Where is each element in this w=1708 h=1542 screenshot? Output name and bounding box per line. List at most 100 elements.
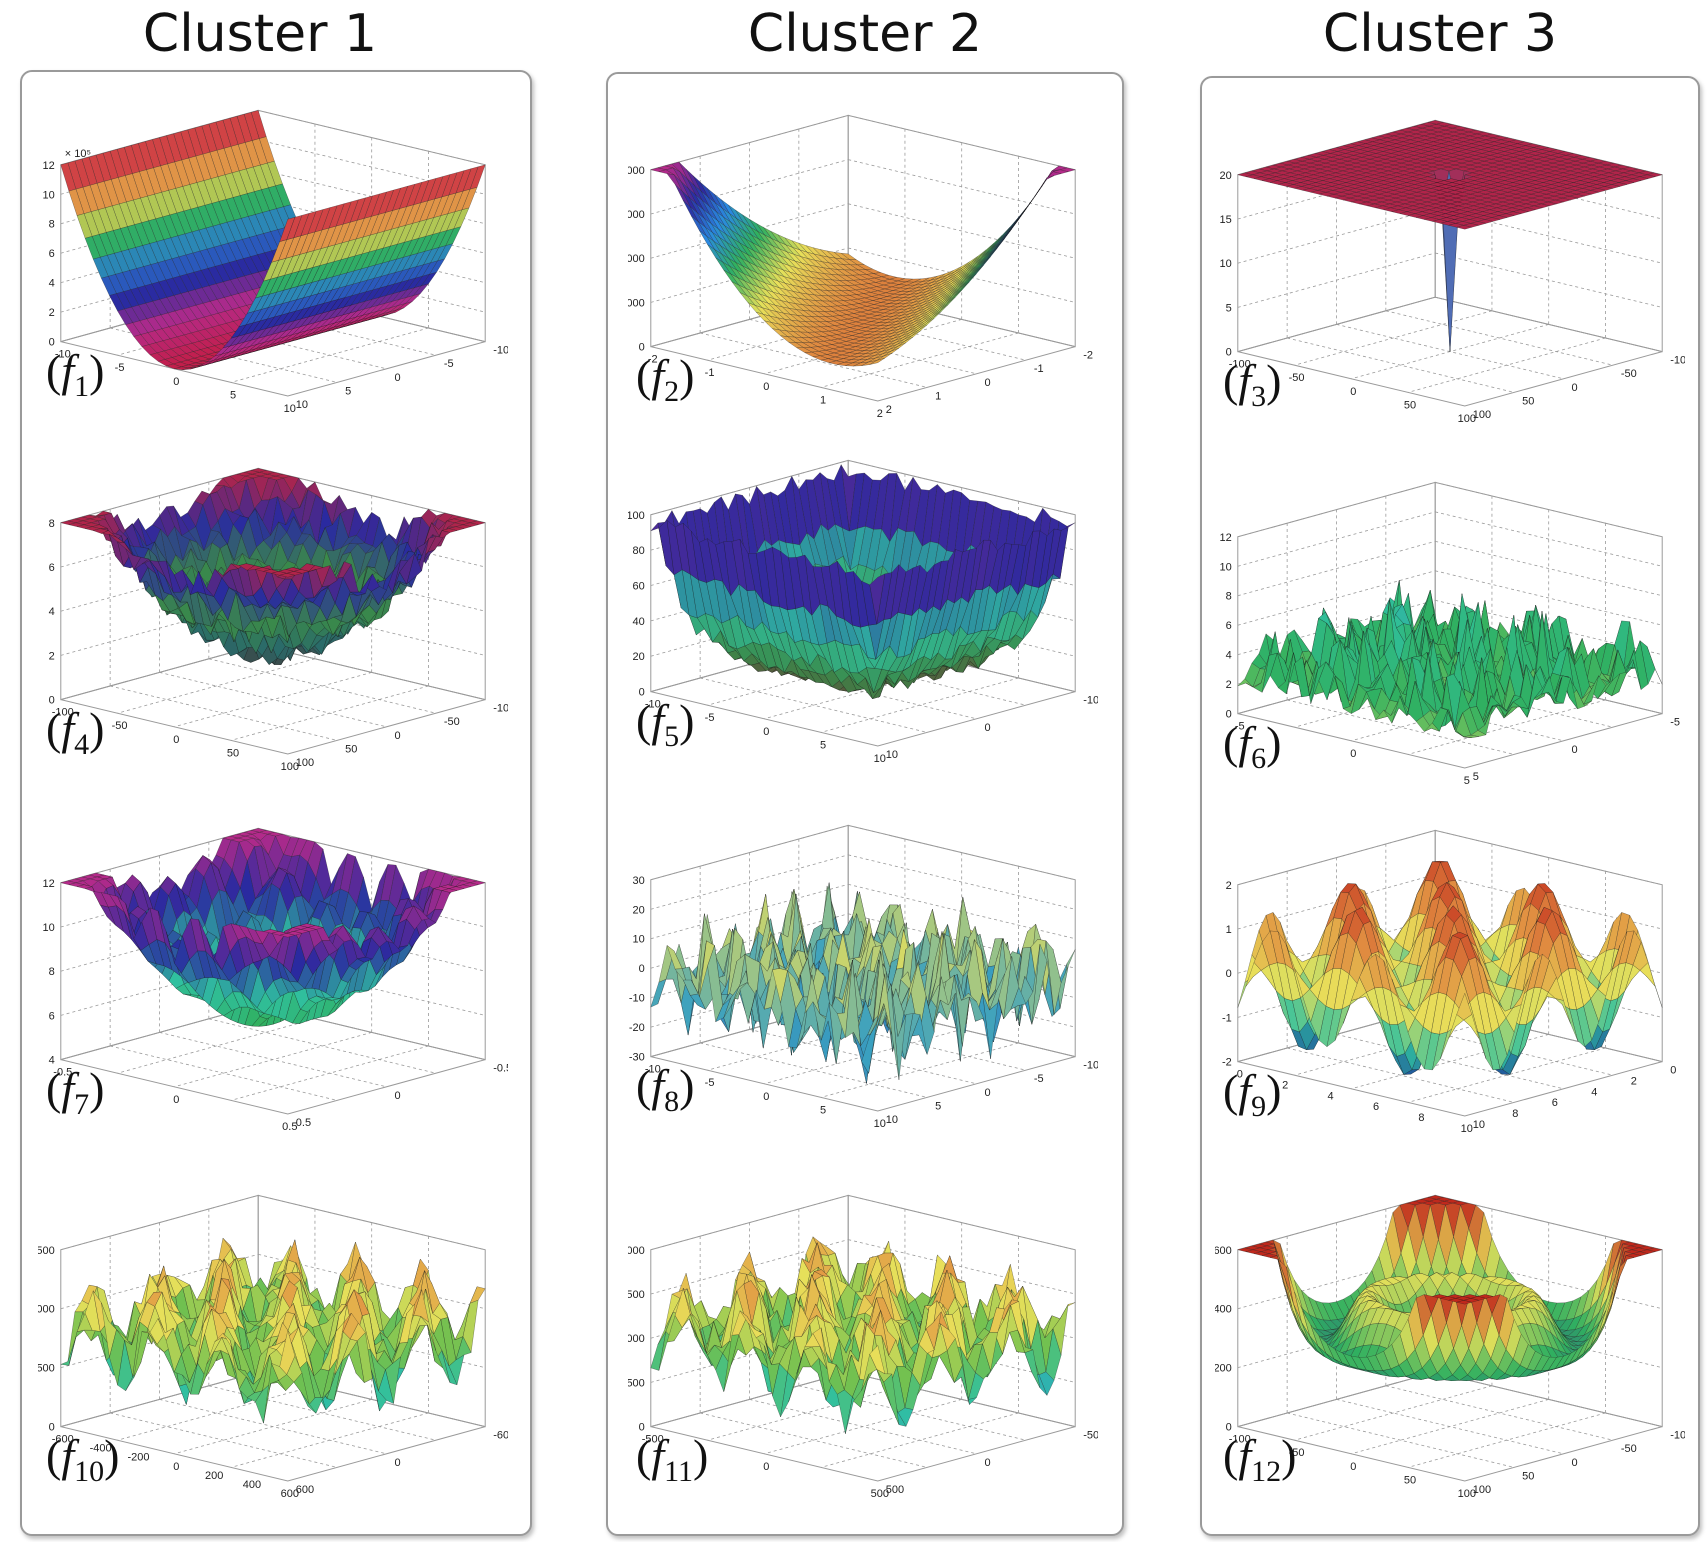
x-tick-label: 50 [1404, 1474, 1416, 1486]
y-tick-label: 1 [935, 390, 941, 402]
x-tick-label: 0.5 [282, 1121, 297, 1133]
y-tick-label: 10 [886, 1114, 898, 1126]
z-tick-label: 2 [49, 650, 55, 662]
surface-mesh-f10 [60, 1237, 486, 1424]
y-tick-label: -10 [493, 345, 508, 357]
z-tick-label: 600 [1215, 1245, 1232, 1257]
plot-f1: 0 2 4 6 8 10 12 -10 -5 0 5 10 -10 -5 0 5 10 × 10⁵ [38, 90, 509, 430]
x-tick-label: 5 [230, 389, 236, 401]
z-tick-label: 0 [1226, 347, 1232, 359]
z-tick-label: 2 [1226, 880, 1232, 892]
z-tick-label: 40 [633, 616, 645, 628]
function-label-f4: (f4) [46, 703, 105, 762]
x-tick-label: -10 [645, 699, 661, 711]
plot-f5: 0 20 40 60 80 100 -10 -5 0 5 10 -10 0 10 [626, 440, 1099, 780]
z-tick-label: 0 [49, 695, 55, 707]
y-tick-label: 50 [1522, 395, 1534, 407]
z-tick-label: 0 [639, 1422, 645, 1434]
z-tick-label: 1000 [628, 297, 645, 309]
x-tick-label: 600 [281, 1488, 299, 1500]
x-tick-label: 10 [874, 753, 886, 765]
y-tick-label: 500 [886, 1484, 904, 1496]
x-tick-label: 0 [1350, 748, 1356, 760]
surface-mesh-f1 [60, 110, 486, 371]
z-tick-label: 8 [49, 219, 55, 231]
surface-f3: 0 5 10 15 20 -100 -50 0 50 100 -100 -50 0 50 100 [1220, 119, 1692, 425]
surface-f4: 0 2 4 6 8 -100 -50 0 50 100 -100 -50 0 50 100 [49, 467, 515, 773]
x-tick-label: 8 [1418, 1112, 1424, 1124]
x-tick-label: 6 [1373, 1101, 1379, 1113]
y-tick-label: 50 [345, 743, 357, 755]
y-tick-label: 0 [985, 377, 991, 389]
surface-mesh-f7 [60, 828, 486, 1027]
z-tick-label: 0 [639, 342, 645, 354]
z-tick-label: 6 [49, 248, 55, 260]
y-tick-label: -600 [493, 1430, 508, 1442]
z-tick-label: 1500 [628, 1289, 645, 1301]
y-tick-label: 0 [1572, 382, 1578, 394]
z-tick-label: -10 [629, 993, 645, 1005]
y-tick-label: -5 [444, 358, 454, 370]
x-tick-label: 0 [763, 1091, 769, 1103]
x-tick-label: -200 [127, 1452, 149, 1464]
y-tick-label: -50 [444, 716, 460, 728]
function-label-f9: (f9) [1223, 1065, 1282, 1124]
y-tick-label: 10 [886, 749, 898, 761]
z-tick-label: 4 [49, 606, 55, 618]
surface-mesh-f2 [650, 161, 1076, 367]
z-tick-label: 8 [1226, 591, 1232, 603]
x-tick-label: -5 [705, 1077, 715, 1089]
y-tick-label: -10 [1083, 695, 1098, 707]
x-tick-label: -5 [1235, 721, 1245, 733]
plot-f12: 0 200 400 600 -100 -50 0 50 100 -100 -50 0 50 100 [1213, 1175, 1692, 1515]
y-tick-label: 0 [1572, 1457, 1578, 1469]
x-tick-label: 5 [820, 1104, 826, 1116]
x-tick-label: 2 [877, 408, 883, 420]
x-tick-label: 100 [1458, 413, 1476, 425]
surface-f10: 050010001500-600-400-2000200400600-60006… [30, 1194, 515, 1500]
y-tick-label: 600 [296, 1484, 314, 1496]
z-tick-label: 10 [43, 922, 55, 934]
z-tick-label: 12 [43, 160, 55, 172]
x-tick-label: -100 [1229, 1434, 1251, 1446]
y-tick-label: 0 [1572, 744, 1578, 756]
z-tick-label: 500 [38, 1363, 55, 1375]
x-tick-label: 0 [763, 381, 769, 393]
x-tick-label: 50 [1404, 399, 1416, 411]
x-tick-label: 0 [1350, 1461, 1356, 1473]
z-tick-label: 1500 [38, 1245, 55, 1257]
z-tick-label: 30 [633, 875, 645, 887]
function-label-f3: (f3) [1223, 355, 1282, 414]
z-tick-label: 12 [43, 878, 55, 890]
function-label-f5: (f5) [636, 695, 695, 754]
z-tick-label: 4 [49, 1055, 55, 1067]
y-tick-label: 0 [985, 1087, 991, 1099]
y-tick-label: 6 [1552, 1097, 1558, 1109]
x-tick-label: 0 [173, 376, 179, 388]
x-tick-label: -500 [642, 1434, 664, 1446]
y-tick-label: -50 [1621, 368, 1637, 380]
x-tick-label: 10 [1461, 1123, 1473, 1135]
z-tick-label: 4 [49, 278, 55, 290]
z-tick-label: 1 [1226, 924, 1232, 936]
x-tick-label: -10 [55, 349, 71, 361]
y-tick-label: 0 [395, 372, 401, 384]
x-tick-label: 400 [243, 1479, 261, 1491]
y-tick-label: 2 [1631, 1075, 1637, 1087]
z-multiplier-label: × 10⁵ [65, 148, 91, 160]
cluster-3-title: Cluster 3 [1322, 4, 1558, 64]
x-tick-label: 0 [763, 726, 769, 738]
z-tick-label: -20 [629, 1022, 645, 1034]
surface-mesh-f4 [60, 468, 486, 666]
x-tick-label: -400 [90, 1443, 112, 1455]
z-tick-label: -1 [1222, 1012, 1232, 1024]
x-tick-label: -2 [648, 354, 658, 366]
x-tick-label: 100 [1458, 1488, 1476, 1500]
z-tick-label: 0 [1226, 968, 1232, 980]
y-tick-label: -50 [1621, 1443, 1637, 1455]
y-tick-label: 0.5 [296, 1117, 311, 1129]
z-tick-label: 8 [49, 966, 55, 978]
surface-f1: 0 2 4 6 8 10 12 -10 -5 0 5 10 -10 -5 0 5 10 × 10⁵ [43, 109, 509, 415]
